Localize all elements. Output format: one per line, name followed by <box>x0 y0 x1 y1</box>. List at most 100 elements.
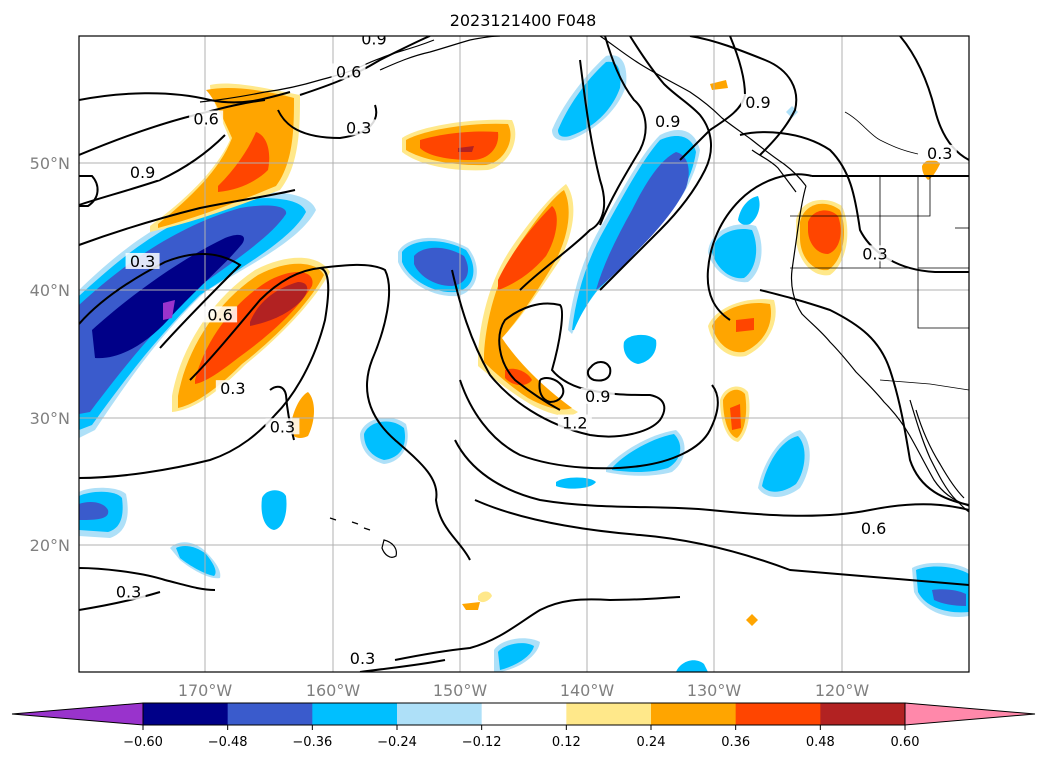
contour-label: 0.6 <box>207 305 232 324</box>
lon-label-150w: 150°W <box>433 681 488 700</box>
neg-anomaly-164w-22n <box>261 490 287 530</box>
pos-anomaly-150w-inner <box>420 131 499 160</box>
colorbar: −0.60 −0.48 −0.36 −0.24 −0.12 0.12 0.24 0.36 0.4… <box>11 702 1036 750</box>
contour-label-bg <box>331 63 366 80</box>
political-borders <box>790 111 969 391</box>
hawaiian-islands <box>329 517 397 558</box>
colorbar-bin <box>651 703 737 725</box>
contour-label-bg <box>111 583 146 600</box>
contour-lines <box>79 36 969 672</box>
neg-anomaly-west-inner <box>79 205 287 414</box>
neg-anomaly-north-mid <box>558 61 621 137</box>
contour-label-bg <box>356 36 391 47</box>
contour-label: 0.3 <box>927 144 952 163</box>
neg-anomaly-127w-mid <box>712 228 757 279</box>
contour-label: 0.3 <box>270 417 295 436</box>
pos-anomaly-147w-15n <box>478 591 492 603</box>
colorbar-bin <box>143 703 229 725</box>
lon-label-130w: 130°W <box>687 681 742 700</box>
contour-label-bg <box>922 144 957 161</box>
lon-label-140w: 140°W <box>560 681 615 700</box>
pos-anomaly-central-inner2 <box>505 368 532 386</box>
colorbar-tick-label: −0.12 <box>462 735 502 750</box>
shaded-field-layer <box>79 55 969 672</box>
neg-anomaly-120w-28n-mid <box>762 436 805 492</box>
colorbar-bin <box>566 703 652 725</box>
neg-anomaly-170w-17n-mid <box>176 546 216 576</box>
contour-label-bg <box>557 414 592 431</box>
neg-anomaly-147w-11n-mid <box>498 643 534 670</box>
lon-label-160w: 160°W <box>306 681 361 700</box>
lat-label-40n: 40°N <box>30 281 70 300</box>
coastlines <box>199 36 969 558</box>
gridlines <box>79 36 969 672</box>
contour-label: 0.9 <box>130 163 155 182</box>
colorbar-tick-label: 0.24 <box>637 735 666 750</box>
contour-label-bg <box>189 110 224 127</box>
contour-label-bg <box>740 93 775 110</box>
lat-label-50n: 50°N <box>30 154 70 173</box>
pos-anomaly-149w-14n <box>462 602 480 610</box>
colorbar-over-triangle <box>904 702 1036 726</box>
pos-anomaly-122w-inner <box>808 210 841 254</box>
colorbar-under-triangle <box>11 702 144 726</box>
lat-label-20n: 20°N <box>30 536 70 555</box>
lon-label-120w: 120°W <box>815 681 870 700</box>
colorbar-frame <box>142 702 906 726</box>
neg-anomaly-ne-inner <box>596 152 689 290</box>
colorbar-tick-label: 0.48 <box>806 735 835 750</box>
bc-islands <box>751 149 797 193</box>
contour-label: 0.3 <box>130 252 155 271</box>
contour-label-layer: 0.90.60.6 0.30.90.30.60.30.30.91.20.90.90… <box>111 29 957 668</box>
colorbar-tick-label: 0.60 <box>891 735 920 750</box>
lon-label-170w: 170°W <box>178 681 233 700</box>
contour-label-bg <box>856 520 891 537</box>
contour-label-bg <box>125 252 160 269</box>
contour-label: 0.3 <box>220 379 245 398</box>
contour-label-bg <box>215 380 250 397</box>
colorbar-tick-label: −0.60 <box>123 735 163 750</box>
contour-label: 0.9 <box>585 387 610 406</box>
neg-anomaly-131w-10n <box>676 660 708 672</box>
colorbar-bin <box>312 703 398 725</box>
pos-anomaly-127w-13n <box>746 614 758 626</box>
colorbar-bin <box>820 703 906 725</box>
contour-label-bg <box>341 119 376 136</box>
colorbar-tick-label: −0.36 <box>292 735 332 750</box>
contour-label-bg <box>857 245 892 262</box>
colorbar-bin <box>227 703 313 725</box>
gulf-california <box>915 409 965 499</box>
contour-label: 0.9 <box>361 29 386 48</box>
contour-label: 0.6 <box>193 109 218 128</box>
colorbar-bin <box>397 703 483 725</box>
alaska-peninsula <box>379 36 501 71</box>
contour-label: 0.6 <box>861 519 886 538</box>
contour-label: 0.3 <box>350 649 375 668</box>
longitude-labels: 170°W 160°W 150°W 140°W 130°W 120°W <box>178 681 870 700</box>
colorbar-tick-label: −0.48 <box>208 735 248 750</box>
pos-anomaly-128w-inner <box>736 318 754 332</box>
contour-label: 0.3 <box>862 244 887 263</box>
map-panel: 0.90.60.6 0.30.90.30.60.30.30.91.20.90.90… <box>79 29 969 672</box>
colorbar-tick-label: −0.24 <box>377 735 417 750</box>
contour-label-bg <box>125 163 160 180</box>
contour-label-bg <box>265 418 300 435</box>
baja-coast <box>909 399 969 513</box>
pos-anomaly-nw-mid <box>158 87 294 228</box>
pos-anomaly-nw-inner <box>218 132 270 192</box>
contour-label: 1.2 <box>562 414 587 433</box>
pos-anomaly-sw-core <box>250 282 308 326</box>
alaska-coast <box>599 36 807 187</box>
neg-anomaly-143w-24n <box>556 477 596 489</box>
contour-label: 0.6 <box>336 62 361 81</box>
neg-anomaly-westedge-22n-inner <box>79 502 109 520</box>
neg-anomaly-155w-28n-mid <box>364 421 406 460</box>
colorbar-bin <box>481 703 567 725</box>
colorbar-tick-label: 0.36 <box>721 735 750 750</box>
pos-anomaly-129w-inner <box>730 404 741 430</box>
pos-anomaly-central-inner <box>498 206 557 290</box>
neg-anomaly-113w-16n-inner <box>932 589 966 606</box>
lat-label-30n: 30°N <box>30 409 70 428</box>
pos-anomaly-113w-48n <box>922 159 940 180</box>
